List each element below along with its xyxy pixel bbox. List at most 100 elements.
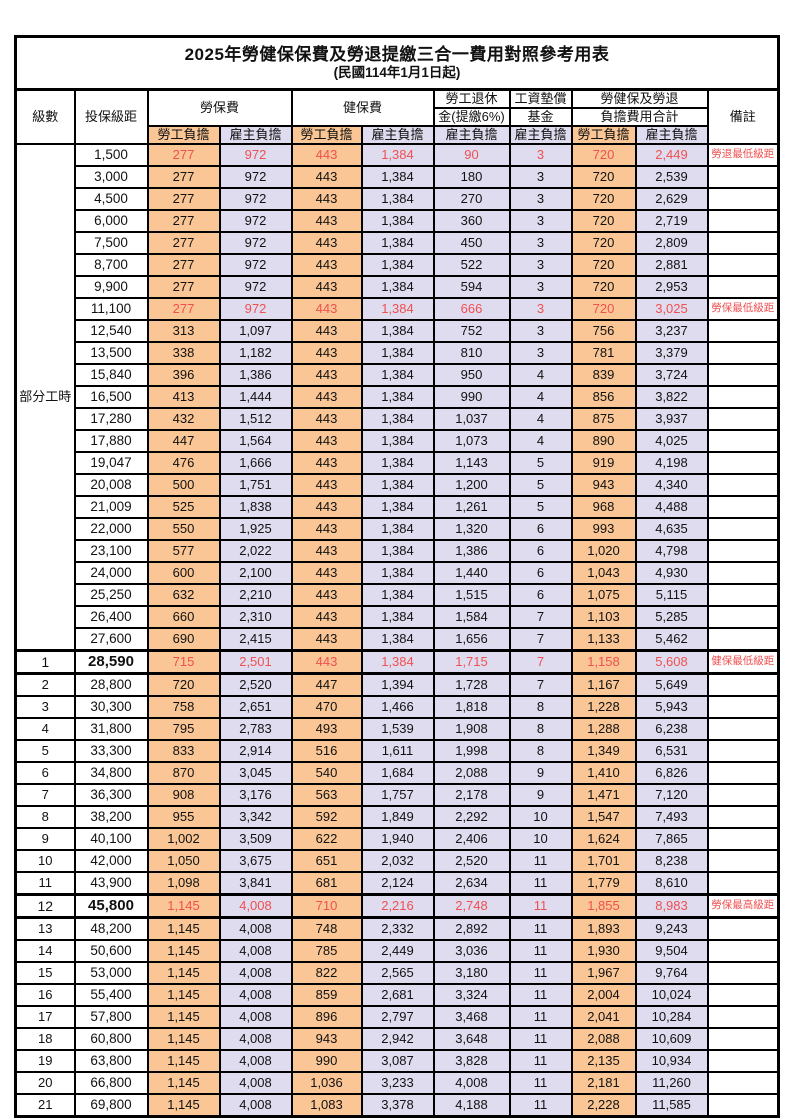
remark-cell	[706, 561, 780, 585]
insured-bracket-cell: 66,800	[73, 1071, 149, 1095]
wage-fund-employer-cell: 8	[508, 739, 573, 763]
title-row: 2025年勞健保保費及勞退提繳三合一費用對照參考用表 (民國114年1月1日起)	[14, 35, 780, 91]
grade-cell: 15	[14, 961, 76, 985]
labor-fee-employer-cell: 4,008	[218, 916, 293, 941]
insured-bracket-cell: 69,800	[73, 1093, 149, 1118]
health-fee-employee-cell: 443	[290, 627, 363, 652]
health-fee-employee-cell: 443	[290, 187, 363, 211]
pension-employer-cell: 2,406	[432, 827, 511, 851]
header-health-employer-share: 雇主負擔	[360, 125, 435, 145]
remark-cell	[706, 539, 780, 563]
insured-bracket-cell: 38,200	[73, 805, 149, 829]
total-employee-cell: 720	[570, 209, 637, 233]
health-fee-employer-cell: 1,384	[360, 385, 435, 409]
remark-cell	[706, 253, 780, 277]
wage-fund-employer-cell: 3	[508, 253, 573, 277]
grade-cell: 14	[14, 939, 76, 963]
header-labor-employee-share: 勞工負擔	[146, 125, 221, 145]
remark-cell	[706, 827, 780, 851]
title-cell: 2025年勞健保保費及勞退提繳三合一費用對照參考用表 (民國114年1月1日起)	[14, 35, 780, 91]
pension-employer-cell: 1,261	[432, 495, 511, 519]
health-fee-employer-cell: 1,384	[360, 253, 435, 277]
pension-employer-cell: 1,440	[432, 561, 511, 585]
pension-employer-cell: 1,037	[432, 407, 511, 431]
labor-fee-employee-cell: 1,145	[146, 893, 221, 919]
pension-employer-cell: 2,178	[432, 783, 511, 807]
labor-fee-employee-cell: 277	[146, 143, 221, 167]
labor-fee-employee-cell: 396	[146, 363, 221, 387]
remark-cell	[706, 871, 780, 896]
total-employee-cell: 2,228	[570, 1093, 637, 1118]
health-fee-employee-cell: 443	[290, 407, 363, 431]
labor-fee-employer-cell: 972	[218, 143, 293, 167]
health-fee-employee-cell: 443	[290, 605, 363, 629]
labor-fee-employer-cell: 4,008	[218, 983, 293, 1007]
health-fee-employee-cell: 443	[290, 561, 363, 585]
wage-fund-employer-cell: 4	[508, 385, 573, 409]
remark-cell	[706, 739, 780, 763]
labor-fee-employer-cell: 4,008	[218, 1005, 293, 1029]
labor-fee-employee-cell: 715	[146, 649, 221, 675]
health-fee-employee-cell: 896	[290, 1005, 363, 1029]
labor-fee-employee-cell: 1,145	[146, 961, 221, 985]
labor-fee-employee-cell: 277	[146, 253, 221, 277]
total-employee-cell: 1,471	[570, 783, 637, 807]
remark-cell	[706, 695, 780, 719]
header-labor-employer-share: 雇主負擔	[218, 125, 293, 145]
remark-cell	[706, 1049, 780, 1073]
table-row: 3 30,300 758 2,651 470 1,466 1,818 8 1,228 5,943	[14, 695, 780, 719]
insured-bracket-cell: 16,500	[73, 385, 149, 409]
labor-fee-employer-cell: 1,925	[218, 517, 293, 541]
remark-cell: 勞退最低級距	[706, 143, 780, 167]
total-employee-cell: 2,135	[570, 1049, 637, 1073]
labor-fee-employer-cell: 3,045	[218, 761, 293, 785]
labor-fee-employee-cell: 1,145	[146, 939, 221, 963]
health-fee-employee-cell: 443	[290, 319, 363, 343]
header-total-line2: 負擔費用合計	[570, 107, 709, 127]
remark-cell: 勞保最高級距	[706, 893, 780, 919]
total-employee-cell: 943	[570, 473, 637, 497]
health-fee-employer-cell: 1,384	[360, 495, 435, 519]
table-row: 11 43,900 1,098 3,841 681 2,124 2,634 11 1,779 8,…	[14, 871, 780, 896]
health-fee-employee-cell: 443	[290, 429, 363, 453]
health-fee-employee-cell: 592	[290, 805, 363, 829]
total-employee-cell: 1,855	[570, 893, 637, 919]
header-pension-line2: 金(提繳6%)	[432, 107, 511, 127]
health-fee-employee-cell: 859	[290, 983, 363, 1007]
insured-bracket-cell: 7,500	[73, 231, 149, 255]
labor-fee-employee-cell: 1,050	[146, 849, 221, 873]
wage-fund-employer-cell: 3	[508, 319, 573, 343]
total-employer-cell: 3,379	[634, 341, 709, 365]
insured-bracket-cell: 26,400	[73, 605, 149, 629]
pension-employer-cell: 1,515	[432, 583, 511, 607]
health-fee-employer-cell: 1,940	[360, 827, 435, 851]
total-employer-cell: 4,198	[634, 451, 709, 475]
total-employer-cell: 8,238	[634, 849, 709, 873]
header-health-insurance: 健保費	[290, 88, 435, 127]
labor-fee-employee-cell: 1,145	[146, 1049, 221, 1073]
table-row: 6 34,800 870 3,045 540 1,684 2,088 9 1,410 6,826	[14, 761, 780, 785]
labor-fee-employer-cell: 2,651	[218, 695, 293, 719]
health-fee-employee-cell: 710	[290, 893, 363, 919]
total-employer-cell: 5,285	[634, 605, 709, 629]
labor-fee-employee-cell: 1,098	[146, 871, 221, 896]
remark-cell	[706, 363, 780, 387]
insured-bracket-cell: 53,000	[73, 961, 149, 985]
wage-fund-employer-cell: 7	[508, 672, 573, 697]
labor-fee-employee-cell: 720	[146, 672, 221, 697]
header-total-employee-share: 勞工負擔	[570, 125, 637, 145]
total-employee-cell: 1,133	[570, 627, 637, 652]
total-employee-cell: 1,158	[570, 649, 637, 675]
pension-employer-cell: 3,648	[432, 1027, 511, 1051]
wage-fund-employer-cell: 11	[508, 849, 573, 873]
pension-employer-cell: 360	[432, 209, 511, 233]
labor-fee-employer-cell: 972	[218, 297, 293, 321]
total-employee-cell: 1,043	[570, 561, 637, 585]
labor-fee-employer-cell: 4,008	[218, 961, 293, 985]
health-fee-employer-cell: 1,384	[360, 473, 435, 497]
grade-cell: 8	[14, 805, 76, 829]
health-fee-employee-cell: 443	[290, 209, 363, 233]
grade-cell: 10	[14, 849, 76, 873]
grade-part-time-cell: 部分工時	[14, 143, 76, 652]
labor-fee-employer-cell: 2,415	[218, 627, 293, 652]
